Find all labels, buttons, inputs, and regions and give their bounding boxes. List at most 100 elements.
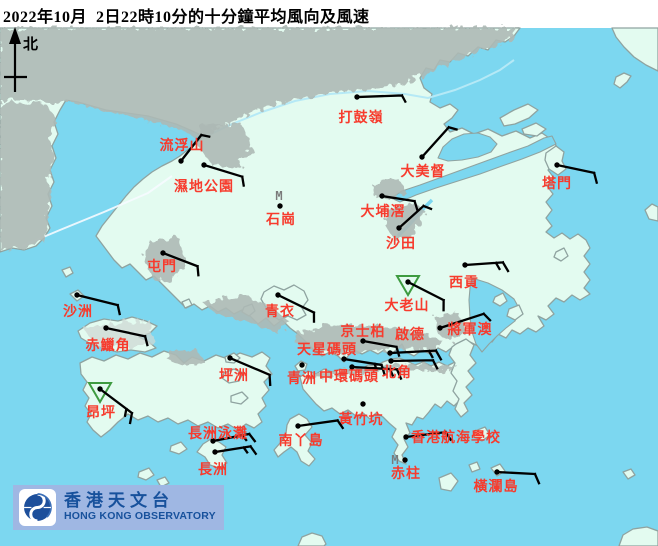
station-label: 坪洲: [219, 368, 249, 384]
station-label: 塔門: [542, 175, 572, 192]
station-dot: [341, 356, 347, 362]
station-dot: [360, 401, 366, 407]
station-tuen-mun: 屯門: [147, 250, 200, 277]
station-lau-fau-shan: 流浮山: [160, 133, 211, 164]
island: [492, 292, 508, 307]
urban-areas-layer: [0, 28, 520, 380]
wind-barb-icon: [213, 444, 258, 456]
wind-barb-icon: [420, 125, 458, 159]
station-dot: [178, 158, 184, 164]
station-dot: [379, 193, 385, 199]
station-cheung-chau-beach: 長洲泳灘: [188, 425, 257, 444]
hko-logo: 香港天文台 HONG KONG OBSERVATORY: [13, 485, 224, 530]
station-kings-park: 京士柏: [341, 323, 401, 358]
station-dot: [275, 292, 281, 298]
station-green-island: 青洲: [287, 362, 316, 387]
station-label: 長洲: [198, 462, 228, 478]
station-dot: [462, 262, 468, 268]
hko-logo-icon: [19, 489, 56, 526]
station-dot: [402, 457, 408, 463]
island: [156, 476, 170, 488]
island: [61, 266, 74, 278]
station-hk-sea-school: 香港航海學校: [403, 429, 501, 446]
station-label: 大老山: [385, 297, 430, 314]
wind-barb-icon: [276, 293, 316, 323]
urban-tsuen-wan: [202, 296, 290, 334]
station-peng-chau: 坪洲: [219, 355, 272, 387]
urban-shekou: [0, 102, 56, 250]
station-wong-chuk-hang: 黃竹坑: [338, 401, 384, 428]
urban-hk-island-north: [304, 364, 458, 380]
urban-kowloon: [296, 324, 442, 354]
island: [230, 391, 249, 405]
station-dot: [403, 434, 409, 440]
island: [221, 368, 244, 384]
station-dot: [160, 250, 166, 256]
wind-barb-icon: [355, 93, 407, 104]
station-label: 沙田: [386, 236, 416, 252]
station-tseung-kwan-o: 將軍澳: [437, 312, 493, 338]
station-dot: [354, 94, 360, 100]
hko-logo-english: HONG KONG OBSERVATORY: [64, 510, 216, 523]
north-label: 北: [23, 35, 38, 53]
station-dot: [295, 423, 301, 429]
urban-tuen-mun: [144, 237, 186, 282]
page-title: 2022年10月 2日22時10分的十分鐘平均風向及風速: [3, 9, 370, 26]
station-label: 黃竹坑: [338, 411, 384, 428]
station-central-pier: 中環碼頭: [319, 364, 403, 385]
wind-barb-icon: [161, 251, 200, 277]
station-shek-kong: M 石崗: [265, 189, 295, 228]
station-tai-po-kau: 大埔滘: [361, 193, 419, 220]
station-label: 將軍澳: [448, 321, 493, 338]
wind-barb-icon: [211, 432, 257, 443]
station-dot: [74, 292, 80, 298]
airport-runways: [82, 320, 154, 346]
po-toi-island: [438, 472, 459, 492]
station-dot: [405, 279, 411, 285]
station-ngong-ping: 昂坪: [86, 382, 134, 425]
station-label: 大美督: [401, 163, 446, 180]
station-dot: [388, 358, 394, 364]
island: [644, 203, 658, 222]
station-dot: [227, 355, 233, 361]
station-ta-kwu-ling: 打鼓嶺: [339, 93, 407, 126]
missing-data-flag: M: [275, 189, 282, 203]
wind-barb-icon: [463, 260, 510, 273]
station-label: 香港航海學校: [410, 429, 501, 446]
island: [553, 247, 569, 262]
station-label: 天星碼頭: [297, 342, 357, 358]
shenzhen-bay-bridge: [21, 175, 173, 247]
station-tates-cairn: 大老山: [385, 275, 446, 314]
station-dot: [349, 364, 355, 370]
station-label: 大埔滘: [361, 203, 406, 220]
station-kai-tak: 啟德: [387, 326, 443, 361]
station-dot: [201, 162, 207, 168]
station-tsing-yi: 青衣: [265, 292, 316, 323]
wind-barb-icon: [75, 293, 122, 316]
island: [137, 467, 155, 481]
wind-barb-icon: [438, 312, 492, 330]
station-label: 沙洲: [63, 304, 93, 320]
hko-logo-words: 香港天文台 HONG KONG OBSERVATORY: [64, 492, 216, 522]
wind-barb-icon: [389, 358, 439, 370]
station-label: 西貢: [449, 275, 479, 291]
station-north-point: 北角: [382, 358, 439, 381]
station-label: 打鼓嶺: [339, 109, 384, 126]
hong-kong-island: [299, 357, 464, 465]
station-label: 屯門: [147, 258, 177, 275]
port-shelter: [468, 277, 521, 353]
station-label: 京士柏: [341, 323, 386, 340]
station-dot: [419, 154, 425, 160]
station-dot: [212, 449, 218, 455]
station-label: 昂坪: [86, 405, 116, 421]
station-label: 長洲泳灘: [188, 425, 248, 442]
wind-barb-icon: [555, 163, 599, 185]
island: [181, 298, 193, 309]
wind-barb-icon: [388, 349, 443, 361]
crooked-island-group: [499, 103, 539, 127]
shenzhen-corner-mountains: [611, 27, 658, 72]
wind-barb-icon: [397, 204, 433, 230]
urban-tseung-kwan-o: [436, 312, 466, 342]
